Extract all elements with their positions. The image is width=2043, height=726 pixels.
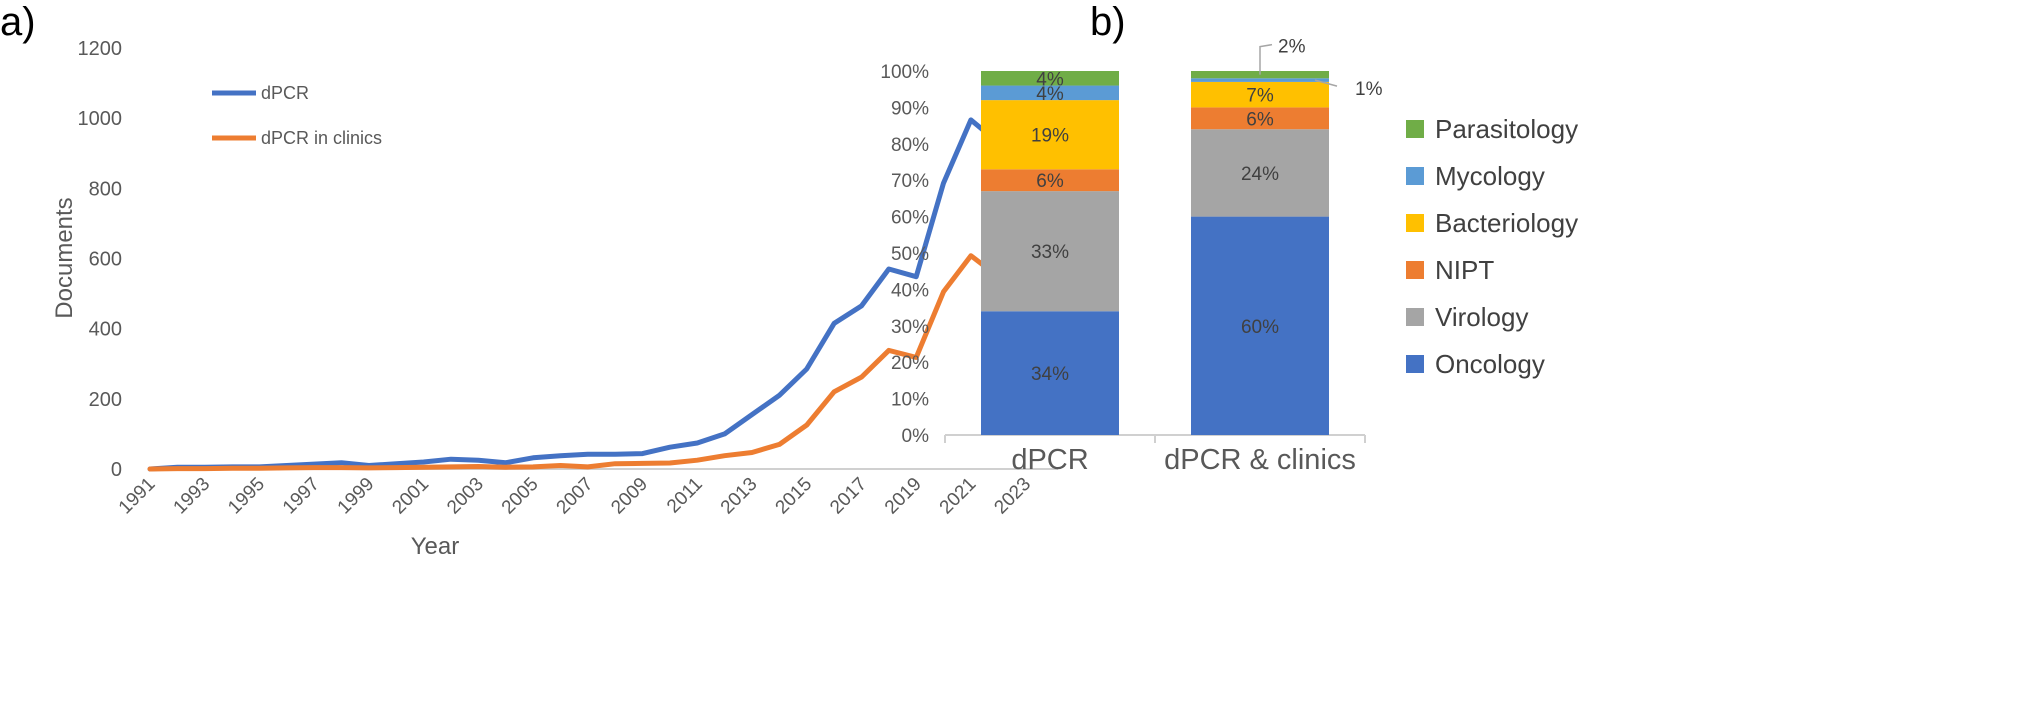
y-tick-label: 800 <box>89 178 122 200</box>
y-tick-label: 1200 <box>78 38 123 60</box>
y-tick-label: 400 <box>89 319 122 341</box>
y-tick-label: 80% <box>891 135 929 156</box>
data-label-mycology: 4% <box>1036 84 1064 105</box>
data-label-nipt: 6% <box>1036 171 1064 192</box>
y-tick-label: 0 <box>111 459 122 481</box>
legend-label-dpcr: dPCR <box>261 83 309 103</box>
y-tick-label: 10% <box>891 390 929 411</box>
legend-label-mycology: Mycology <box>1435 161 1545 191</box>
panel-b-label: b) <box>1090 0 1126 44</box>
y-tick-label: 20% <box>891 353 929 374</box>
legend-label-parasitology: Parasitology <box>1435 114 1578 144</box>
bar-segment-mycology <box>981 85 1119 101</box>
y-tick-label: 30% <box>891 317 929 338</box>
y-tick-label: 1000 <box>78 108 123 130</box>
bar-segment-parasitology <box>981 71 1119 86</box>
y-tick-label: 40% <box>891 280 929 301</box>
data-label-oncology: 60% <box>1241 317 1279 338</box>
y-tick-label: 60% <box>891 208 929 229</box>
series-line-dpcr <box>147 113 1056 472</box>
legend-label-bacteriology: Bacteriology <box>1435 208 1578 238</box>
bar-segment-oncology <box>981 311 1119 435</box>
legend-swatch-oncology <box>1406 355 1424 373</box>
category-label-dpcr-clinics: dPCR & clinics <box>1164 444 1356 476</box>
y-tick-label: 50% <box>891 244 929 265</box>
legend-label-nipt: NIPT <box>1435 255 1494 285</box>
series-line-dpcr-in-clinics <box>147 253 1056 472</box>
data-label-mycology: 1% <box>1355 79 1383 100</box>
bar-segment-virology <box>981 191 1119 312</box>
data-label-oncology: 34% <box>1031 364 1069 385</box>
legend-label-dpcr-in-clinics: dPCR in clinics <box>261 128 382 148</box>
panel-a-label: a) <box>0 0 36 44</box>
legend-swatch-virology <box>1406 308 1424 326</box>
legend-swatch-mycology <box>1406 167 1424 185</box>
legend-swatch-nipt <box>1406 261 1424 279</box>
bar-segment-virology <box>1191 129 1329 217</box>
data-label-virology: 33% <box>1031 242 1069 263</box>
data-label-nipt: 6% <box>1246 109 1274 130</box>
y-tick-label: 600 <box>89 249 122 271</box>
bar-segment-oncology <box>1191 216 1329 435</box>
bar-segment-bacteriology <box>981 100 1119 170</box>
bar-segment-bacteriology <box>1191 81 1329 108</box>
legend-label-virology: Virology <box>1435 302 1528 332</box>
data-label-parasitology: 4% <box>1036 69 1064 90</box>
y-tick-label: 0% <box>902 426 930 447</box>
legend-swatch-bacteriology <box>1406 214 1424 232</box>
bar-segment-nipt <box>981 169 1119 192</box>
legend-label-oncology: Oncology <box>1435 349 1545 379</box>
data-label-bacteriology: 19% <box>1031 126 1069 147</box>
x-axis-title: Year <box>411 533 460 560</box>
leader-line-mycology <box>1314 79 1338 87</box>
bar-segment-mycology <box>1191 78 1329 82</box>
data-label-parasitology: 2% <box>1278 37 1306 58</box>
category-label-dpcr: dPCR <box>1011 444 1088 476</box>
y-axis-title: Documents <box>51 197 78 318</box>
y-tick-label: 100% <box>880 62 929 83</box>
data-label-virology: 24% <box>1241 164 1279 185</box>
y-tick-label: 70% <box>891 171 929 192</box>
legend-swatch-parasitology <box>1406 120 1424 138</box>
y-tick-label: 200 <box>89 389 122 411</box>
y-tick-label: 90% <box>891 98 929 119</box>
leader-line-parasitology <box>1259 43 1273 75</box>
bar-segment-nipt <box>1191 107 1329 130</box>
data-label-bacteriology: 7% <box>1246 86 1274 107</box>
